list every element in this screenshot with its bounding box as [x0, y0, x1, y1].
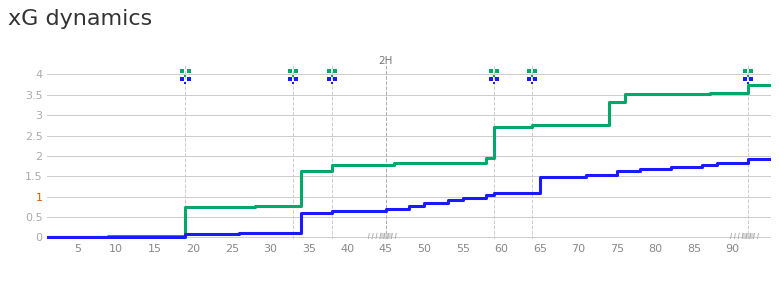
- Text: 2H: 2H: [379, 56, 393, 66]
- Bar: [742, 233, 754, 239]
- Bar: [379, 233, 392, 239]
- Text: xG dynamics: xG dynamics: [8, 9, 152, 29]
